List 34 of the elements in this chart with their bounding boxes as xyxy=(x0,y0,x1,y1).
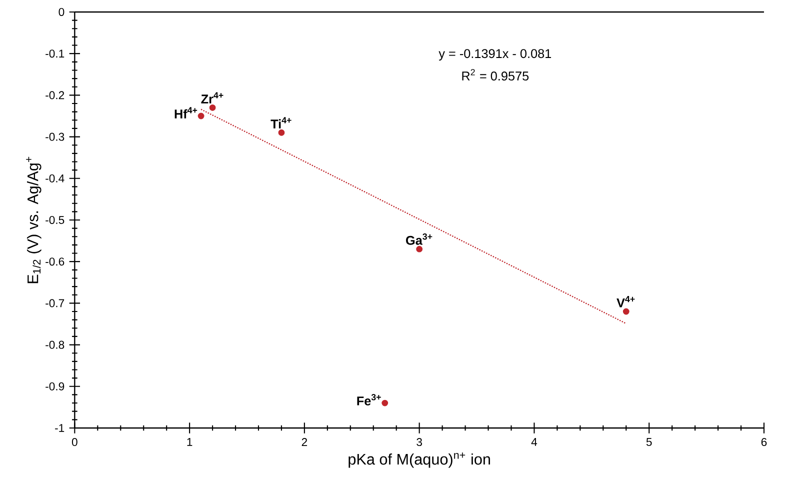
annotation: Zr$^{4+}$ xyxy=(201,92,224,104)
y-tick-label: -0.8 xyxy=(46,340,64,349)
y-tick-label: -1 xyxy=(55,424,64,432)
point xyxy=(622,308,630,315)
annotation: R$^{2}$ = 0.9575 xyxy=(462,69,529,81)
annotation: Ga$^{3+}$ xyxy=(406,233,432,245)
y-tick-label: -0.6 xyxy=(46,258,64,266)
x-tick-label: 6 xyxy=(761,438,767,446)
x-axis-title: pKa of M(aquo)$^{n+}$ ion xyxy=(348,452,490,468)
y-tick-label: -0.3 xyxy=(46,132,64,141)
annotation: Fe$^{3+}$ xyxy=(357,394,381,406)
point xyxy=(278,129,285,136)
annotation: Hf$^{4+}$ xyxy=(174,107,198,118)
y-tick-label: -0.5 xyxy=(46,216,64,224)
y-tick-label: -0.1 xyxy=(46,50,64,58)
x-tick-label: 4 xyxy=(531,438,538,446)
y-tick-label: -0.9 xyxy=(46,382,64,390)
y-tick-label: -0.4 xyxy=(46,174,64,182)
x-tick-label: 2 xyxy=(302,438,308,446)
x-tick-label: 5 xyxy=(646,438,652,446)
y-axis-title: E$_{1/2}$ (V) vs. Ag/Ag$^{+}$ xyxy=(26,156,42,284)
x-tick-label: 3 xyxy=(416,438,422,446)
x-tick-label: 1 xyxy=(187,438,192,446)
y-tick-label: -0.7 xyxy=(46,299,64,308)
x-tick-label: 0 xyxy=(72,438,78,446)
point xyxy=(382,400,388,406)
annotation: Ti$^{4+}$ xyxy=(270,117,292,128)
point xyxy=(209,104,216,111)
y-tick-label: -0.2 xyxy=(46,91,64,100)
annotation: V$^{4+}$ xyxy=(616,296,635,308)
y-tick-label: 0 xyxy=(58,8,64,16)
annotation: y = -0.1391x - 0.081 xyxy=(438,49,552,61)
point xyxy=(416,246,423,252)
point xyxy=(198,112,204,120)
